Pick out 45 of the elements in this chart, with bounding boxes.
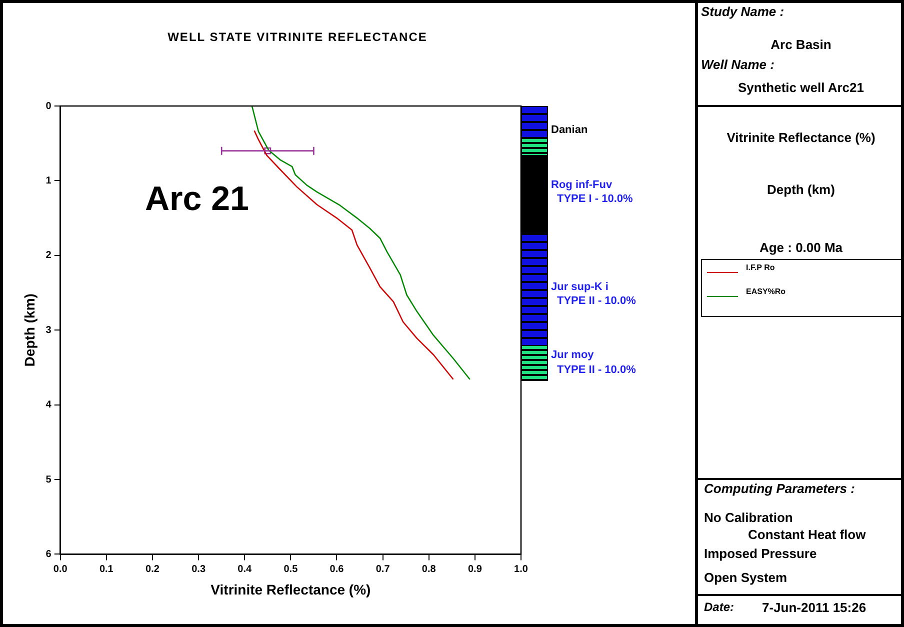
text: Rog inf-Fuv [551,179,612,191]
text: Date: [704,600,734,614]
x-tick-label: 0.5 [284,564,298,575]
y-tick-label: 4 [46,400,52,411]
text: Study Name : [701,4,784,19]
text: Open System [704,570,788,585]
y-tick-label: 3 [46,324,52,336]
text: Jur sup-K i [551,281,608,293]
text: TYPE II - 10.0% [557,364,636,376]
text: Danian [551,124,588,136]
text: Well Name : [701,57,774,72]
y-axis-title: Depth (km) [21,294,38,367]
text: Computing Parameters : [704,481,855,496]
x-tick-label: 0.1 [99,564,114,575]
x-tick-label: 0.2 [146,564,160,575]
x-tick-label: 0.9 [468,564,482,575]
text: Constant Heat flow [748,527,866,542]
x-tick-label: 0.0 [53,564,68,575]
text: No Calibration [704,510,793,525]
y-tick-label: 5 [46,474,52,486]
x-tick-label: 0.6 [330,564,344,575]
text: Imposed Pressure [704,546,817,561]
legend-label: EASY%Ro [746,287,786,296]
text: Arc Basin [770,37,832,52]
text: TYPE II - 10.0% [557,295,636,307]
x-tick-label: 1.0 [514,564,528,575]
x-tick-label: 0.4 [238,564,252,575]
y-tick-label: 6 [46,548,52,560]
text: TYPE I - 10.0% [557,193,633,205]
chart-title: WELL STATE VITRINITE REFLECTANCE [166,30,428,44]
legend-label: I.F.P Ro [746,263,775,272]
x-axis-title: Vitrinite Reflectance (%) [210,581,371,598]
y-tick-label: 0 [46,100,52,112]
text: Depth (km) [766,182,836,197]
text: Synthetic well Arc21 [737,80,865,95]
x-tick-label: 0.8 [422,564,436,575]
x-tick-label: 0.3 [192,564,206,575]
annotation: Arc 21 [145,180,249,219]
y-tick-label: 2 [46,250,52,262]
y-tick-label: 1 [46,175,52,186]
text: Age : 0.00 Ma [758,240,844,255]
text: 7-Jun-2011 15:26 [762,600,866,615]
text: Vitrinite Reflectance (%) [726,130,876,145]
text: Jur moy [551,349,594,361]
x-tick-label: 0.7 [376,564,390,575]
